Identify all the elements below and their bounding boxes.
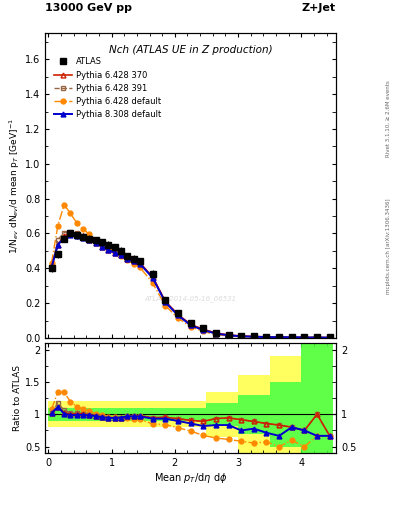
Legend: ATLAS, Pythia 6.428 370, Pythia 6.428 391, Pythia 6.428 default, Pythia 8.308 de: ATLAS, Pythia 6.428 370, Pythia 6.428 39… [52,56,163,121]
Text: 13000 GeV pp: 13000 GeV pp [45,3,132,13]
Text: Nch (ATLAS UE in Z production): Nch (ATLAS UE in Z production) [109,46,272,55]
X-axis label: Mean $p_T$/d$\eta$ d$\phi$: Mean $p_T$/d$\eta$ d$\phi$ [154,471,227,485]
Y-axis label: 1/N$_{ev}$ dN$_{ev}$/d mean p$_T$ [GeV]$^{-1}$: 1/N$_{ev}$ dN$_{ev}$/d mean p$_T$ [GeV]$… [8,118,22,253]
Text: ATLAS_2014-05-16_06531: ATLAS_2014-05-16_06531 [145,295,237,302]
Text: Z+Jet: Z+Jet [302,3,336,13]
Y-axis label: Ratio to ATLAS: Ratio to ATLAS [13,365,22,431]
Text: mcplots.cern.ch [arXiv:1306.3436]: mcplots.cern.ch [arXiv:1306.3436] [386,199,391,294]
Text: Rivet 3.1.10, ≥ 2.6M events: Rivet 3.1.10, ≥ 2.6M events [386,80,391,157]
